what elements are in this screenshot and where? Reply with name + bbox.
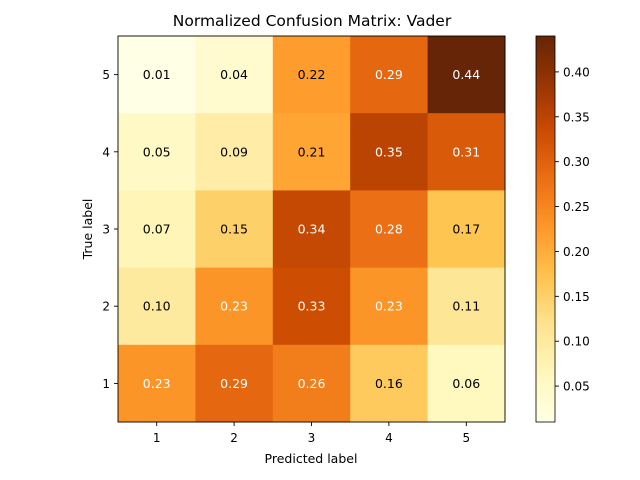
heatmap-cell <box>272 113 351 191</box>
cell-value-label: 0.05 <box>143 144 171 159</box>
heatmap-cell <box>350 344 429 423</box>
heatmap-cell <box>350 267 429 346</box>
cell-value-label: 0.23 <box>220 299 248 314</box>
heatmap-cell <box>272 36 351 114</box>
heatmap-cell <box>195 267 274 346</box>
colorbar-tick-label: 0.20 <box>563 245 590 259</box>
colorbar-ticks: 0.05 0.10 0.15 0.20 0.25 0.30 0.35 0.40 <box>555 65 590 394</box>
heatmap-cell <box>272 344 351 423</box>
cell-value-label: 0.10 <box>143 299 171 314</box>
heatmap-cells <box>118 36 506 423</box>
heatmap-cell <box>272 267 351 346</box>
cell-value-label: 0.26 <box>298 376 326 391</box>
y-tick-label: 4 <box>102 145 110 159</box>
heatmap-cell <box>118 113 196 191</box>
heatmap-cell <box>118 267 196 346</box>
cell-value-label: 0.23 <box>143 376 171 391</box>
cell-value-label: 0.28 <box>375 222 403 237</box>
heatmap-cell <box>195 36 274 114</box>
x-axis-ticks: 1 2 3 4 5 <box>153 422 470 445</box>
cell-value-label: 0.33 <box>298 299 326 314</box>
cell-value-label: 0.16 <box>375 376 403 391</box>
x-tick-label: 3 <box>308 431 316 445</box>
colorbar-tick-label: 0.05 <box>563 380 590 394</box>
y-tick-label: 2 <box>102 300 110 314</box>
y-axis-ticks: 5 4 3 2 1 <box>102 68 118 391</box>
heatmap-cell <box>427 190 506 269</box>
colorbar-tick-label: 0.10 <box>563 335 590 349</box>
cell-value-label: 0.11 <box>452 299 480 314</box>
cell-value-label: 0.17 <box>452 222 480 237</box>
cell-value-label: 0.21 <box>298 144 326 159</box>
heatmap-cell-labels: 0.01 0.04 0.22 0.29 0.44 0.05 0.09 0.21 0.35 0.31… <box>143 67 480 391</box>
heatmap-cell <box>195 190 274 269</box>
heatmap-cell <box>350 190 429 269</box>
colorbar <box>535 35 556 423</box>
x-tick-label: 5 <box>462 431 470 445</box>
heatmap-cell <box>118 36 196 114</box>
heatmap-cell <box>427 344 506 423</box>
cell-value-label: 0.29 <box>220 376 248 391</box>
colorbar-tick-label: 0.15 <box>563 290 590 304</box>
cell-value-label: 0.29 <box>375 67 403 82</box>
heatmap-cell <box>427 36 506 114</box>
cell-value-label: 0.15 <box>220 222 248 237</box>
heatmap-cell <box>350 113 429 191</box>
cell-value-label: 0.01 <box>143 67 171 82</box>
cell-value-label: 0.35 <box>375 144 403 159</box>
x-tick-label: 1 <box>153 431 161 445</box>
x-tick-label: 4 <box>385 431 393 445</box>
cell-value-label: 0.07 <box>143 222 171 237</box>
cell-value-label: 0.34 <box>298 222 326 237</box>
y-tick-label: 5 <box>102 68 110 82</box>
heatmap-cell <box>195 344 274 423</box>
colorbar-tick-label: 0.40 <box>563 65 590 79</box>
x-tick-label: 2 <box>230 431 238 445</box>
cell-value-label: 0.04 <box>220 67 248 82</box>
y-axis-label: True label <box>80 199 95 261</box>
heatmap-cell <box>195 113 274 191</box>
heatmap-cell <box>350 36 429 114</box>
y-tick-label: 1 <box>102 377 110 391</box>
heatmap-cell <box>427 113 506 191</box>
heatmap-cell <box>272 190 351 269</box>
colorbar-tick-label: 0.35 <box>563 110 590 124</box>
heatmap-cell <box>427 267 506 346</box>
heatmap-cell <box>118 344 196 423</box>
cell-value-label: 0.31 <box>452 144 480 159</box>
colorbar-tick-label: 0.25 <box>563 200 590 214</box>
cell-value-label: 0.09 <box>220 144 248 159</box>
y-tick-label: 3 <box>102 223 110 237</box>
chart-title: Normalized Confusion Matrix: Vader <box>173 12 452 30</box>
cell-value-label: 0.06 <box>452 376 480 391</box>
cell-value-label: 0.44 <box>452 67 480 82</box>
cell-value-label: 0.22 <box>298 67 326 82</box>
heatmap-cell <box>118 190 196 269</box>
colorbar-tick-label: 0.30 <box>563 155 590 169</box>
cell-value-label: 0.23 <box>375 299 403 314</box>
x-axis-label: Predicted label <box>265 451 358 466</box>
